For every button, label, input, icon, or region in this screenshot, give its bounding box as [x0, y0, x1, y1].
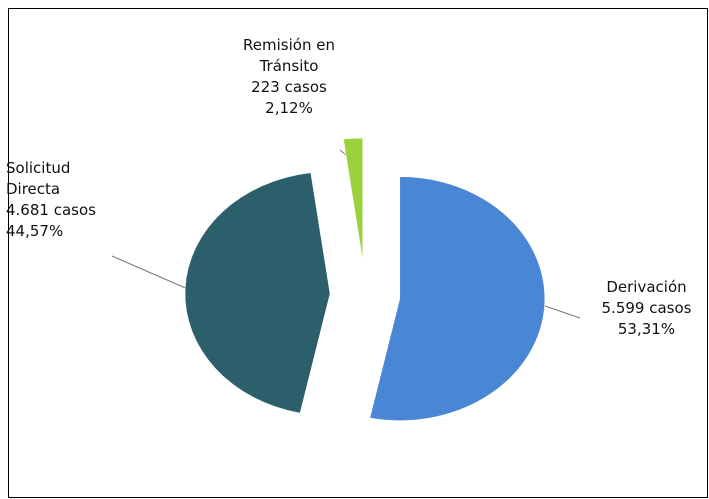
slice-name: Remisión en Tránsito: [243, 36, 335, 75]
chart-border: [8, 8, 708, 498]
slice-count: 5.599 casos: [601, 299, 692, 317]
slice-name: Solicitud Directa: [6, 159, 71, 198]
slice-label: Derivación 5.599 casos 53,31%: [584, 277, 709, 340]
slice-label: Solicitud Directa 4.681 casos 44,57%: [6, 158, 118, 242]
pie-slice: [369, 176, 546, 421]
slice-count: 223 casos: [251, 78, 327, 96]
slice-label: Remisión en Tránsito 223 casos 2,12%: [224, 35, 354, 119]
slice-percent: 44,57%: [6, 222, 64, 240]
slice-count: 4.681 casos: [6, 201, 96, 219]
slice-percent: 53,31%: [617, 320, 676, 338]
slice-percent: 2,12%: [265, 99, 313, 117]
pie-slice: [184, 172, 331, 414]
leader-line: [544, 305, 581, 319]
pie-slice: [343, 137, 363, 261]
leader-line: [111, 255, 191, 291]
slice-name: Derivación: [606, 278, 687, 296]
